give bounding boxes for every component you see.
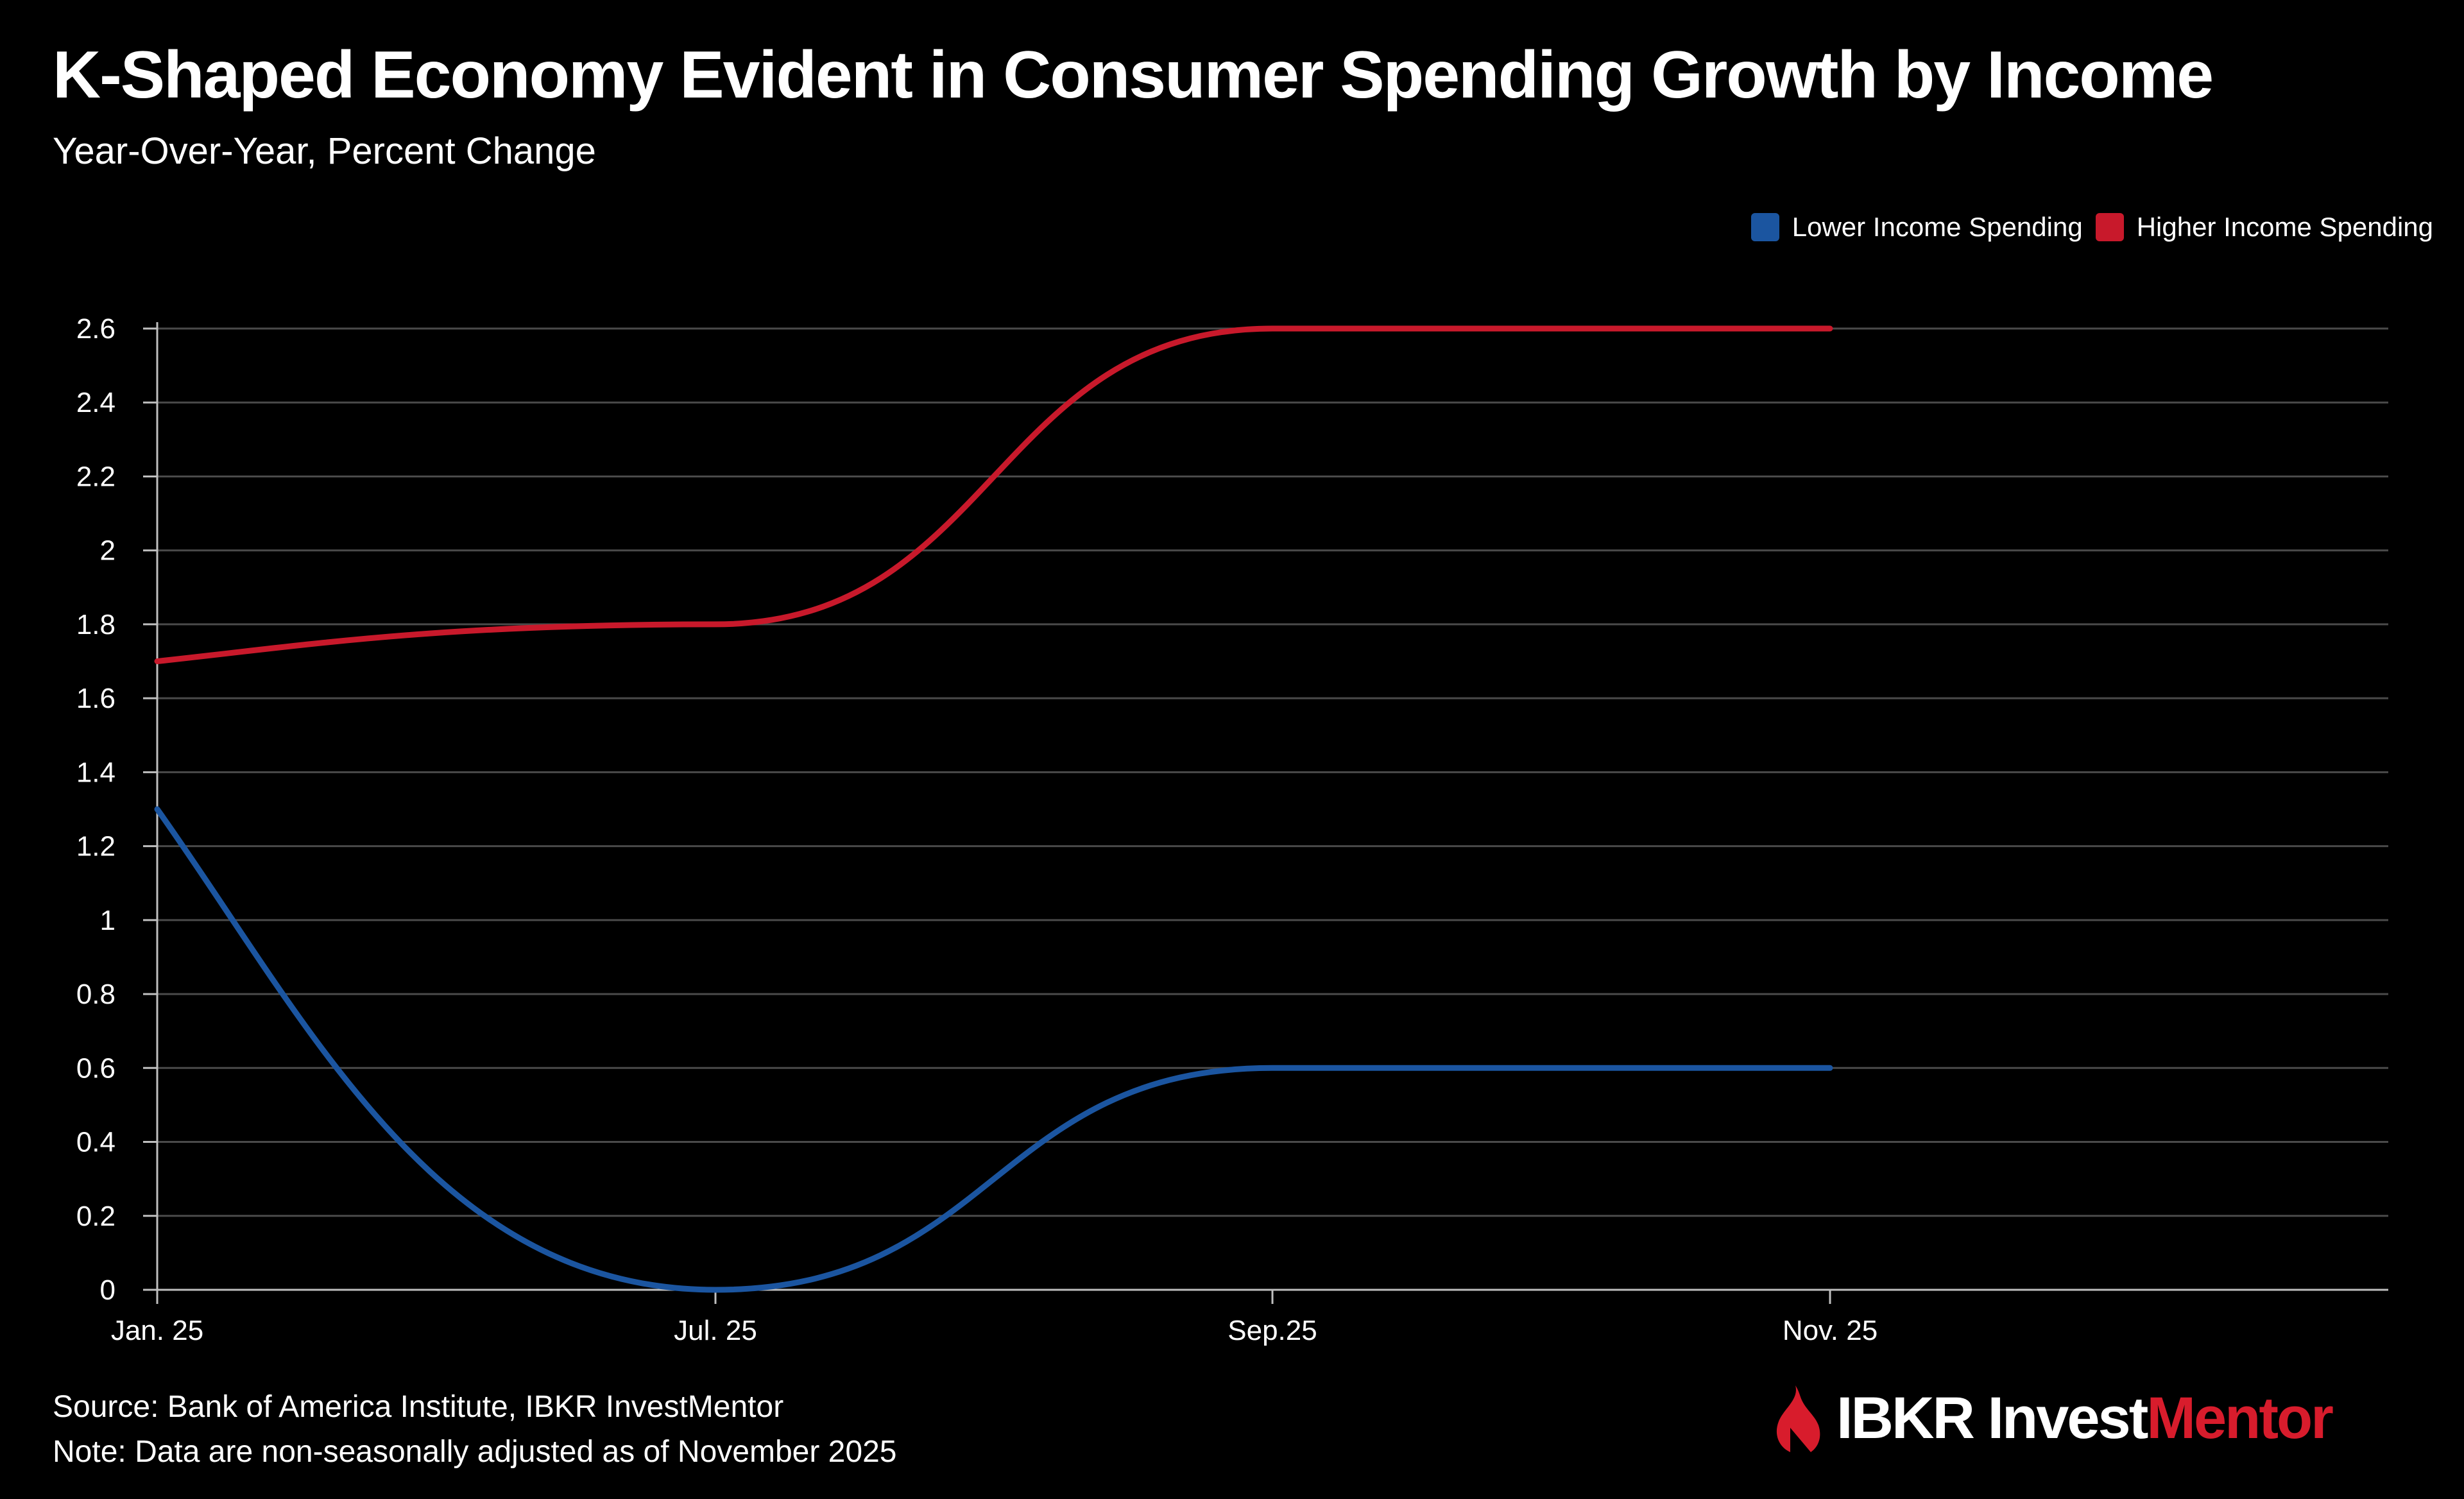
legend-item-higher-income: Higher Income Spending [2095,212,2433,243]
legend: Lower Income Spending Higher Income Spen… [1738,212,2433,243]
x-tick-label-2: Sep.25 [1228,1315,1317,1346]
data-note: Note: Data are non-seasonally adjusted a… [53,1435,897,1469]
x-tick-labels: Jan. 25 Jul. 25 Sep.25 Nov. 25 [111,1315,1878,1346]
legend-swatch-higher-income [2095,213,2124,241]
series-line-higher-income [154,325,1833,665]
brand-name-accent: Mentor [2146,1385,2334,1451]
y-tick-label-1.6: 1.6 [76,683,116,714]
source-note: Source: Bank of America Institute, IBKR … [53,1390,784,1424]
chart-subtitle: Year-Over-Year, Percent Change [53,130,596,172]
y-tick-label-1.8: 1.8 [76,609,116,640]
y-tick-label-0: 0 [100,1274,116,1306]
legend-item-lower-income: Lower Income Spending [1750,212,2083,243]
y-tick-label-2.2: 2.2 [76,461,116,492]
ibkr-flame-icon [1776,1385,1820,1452]
footer: Source: Bank of America Institute, IBKR … [53,1385,896,1475]
y-tick-label-0.4: 0.4 [76,1127,116,1158]
y-tick-label-2: 2 [100,535,116,567]
y-tick-label-1.2: 1.2 [76,831,116,862]
y-tick-label-2.6: 2.6 [76,313,116,345]
x-tick-label-1: Jul. 25 [674,1315,757,1346]
y-tick-label-0.2: 0.2 [76,1201,116,1232]
axes [143,322,2388,1304]
y-tick-label-2.4: 2.4 [76,387,116,418]
legend-label-higher-income: Higher Income Spending [2136,212,2433,242]
y-tick-labels: 0 0.2 0.4 0.6 0.8 1 1.2 1.4 1.6 1.8 2 2.2 2.4 2.6 [76,313,116,1306]
chart-title: K-Shaped Economy Evident in Consumer Spe… [53,38,2214,112]
x-tick-label-3: Nov. 25 [1783,1315,1878,1346]
y-tick-label-1.4: 1.4 [76,757,116,788]
y-tick-label-1: 1 [100,905,116,936]
y-tick-label-0.8: 0.8 [76,979,116,1010]
series-lines [154,325,1833,1293]
gridlines [157,327,2388,1217]
brand-name-primary: IBKR Invest [1836,1385,2148,1451]
y-tick-label-0.6: 0.6 [76,1052,116,1084]
x-tick-label-0: Jan. 25 [111,1315,203,1346]
series-line-lower-income [154,806,1833,1293]
brand-logo: IBKR InvestMentor [1771,1380,2334,1457]
legend-label-lower-income: Lower Income Spending [1792,212,2083,242]
brand-wordmark: IBKR InvestMentor [1836,1385,2334,1452]
legend-swatch-lower-income [1750,213,1779,241]
